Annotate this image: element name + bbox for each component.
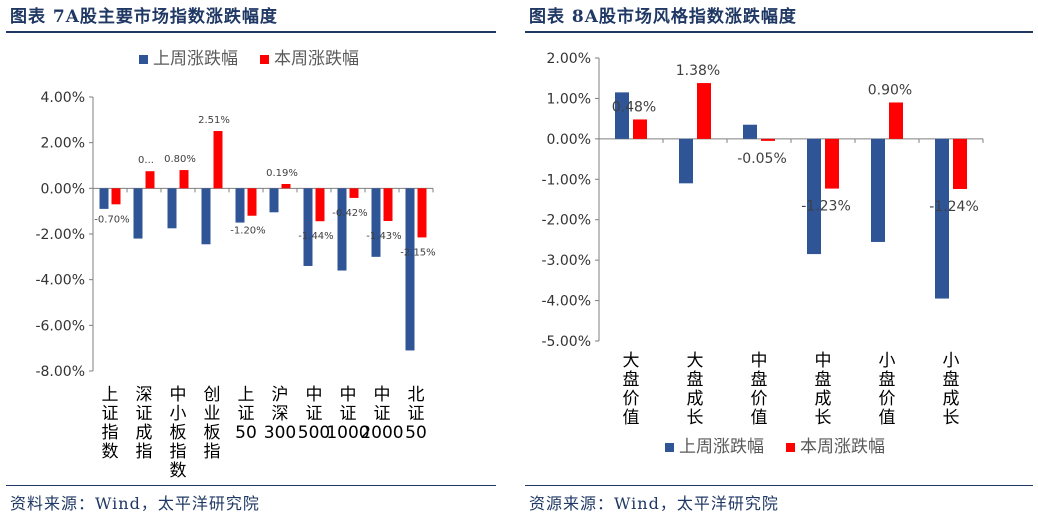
data-label: 1.38% bbox=[676, 63, 720, 79]
bar-last-week bbox=[337, 188, 347, 271]
y-tick-label: -2.00% bbox=[35, 227, 85, 243]
bar-last-week bbox=[871, 138, 885, 242]
bar-this-week bbox=[179, 170, 189, 189]
data-label: -1.23% bbox=[801, 199, 851, 215]
x-category-label: 上证指数 bbox=[102, 385, 119, 462]
legend-label: 本周涨跌幅 bbox=[800, 437, 885, 457]
bar-this-week bbox=[281, 183, 291, 189]
y-tick-label: 2.00% bbox=[547, 51, 591, 67]
figure-panel-7: 图表 7A股主要市场指数涨跌幅度 4.00% 2.00% 0.00% -2.00% -4… bbox=[0, 0, 500, 519]
bar-last-week bbox=[371, 188, 381, 257]
bar-this-week bbox=[761, 138, 775, 141]
legend-label: 上周涨跌幅 bbox=[153, 49, 238, 69]
y-tick-label: 0.00% bbox=[547, 132, 591, 148]
bar-last-week bbox=[807, 138, 821, 255]
figure-title: 图表 8A股市场风格指数涨跌幅度 bbox=[529, 7, 797, 27]
x-category-label: 中证 1000 bbox=[326, 385, 369, 443]
data-label: 0.90% bbox=[868, 82, 912, 98]
bar-last-week bbox=[99, 188, 109, 209]
bar-this-week bbox=[417, 188, 427, 238]
data-label: -1.43% bbox=[366, 231, 401, 242]
source-note: 资料来源：Wind，太平洋研究院 bbox=[10, 494, 260, 513]
x-category-label: 创业板指 bbox=[204, 385, 221, 462]
bar-this-week bbox=[247, 188, 257, 216]
chart-style-indices: 2.00% 1.00% 0.00% -1.00% -2.00% -3.00% -4.00% -… bbox=[541, 51, 984, 457]
y-tick-label: -1.00% bbox=[541, 172, 591, 188]
data-label: 0... bbox=[138, 155, 154, 166]
bar-this-week bbox=[383, 188, 393, 221]
y-tick-label: -8.00% bbox=[35, 364, 85, 380]
source-note: 资源来源：Wind，太平洋研究院 bbox=[529, 494, 779, 513]
x-category-label: 中小板指数 bbox=[170, 385, 187, 481]
bar-last-week bbox=[269, 188, 279, 213]
source-rule bbox=[6, 485, 496, 486]
source-rule bbox=[525, 485, 1033, 486]
bar-last-week bbox=[133, 188, 143, 239]
data-label: -1.20% bbox=[230, 226, 265, 237]
title-rule bbox=[525, 31, 1033, 33]
legend-swatch bbox=[786, 443, 795, 452]
x-category-label: 大盘价值 bbox=[623, 351, 640, 428]
data-label: -1.44% bbox=[298, 231, 333, 242]
bar-last-week bbox=[935, 138, 949, 299]
y-tick-label: -5.00% bbox=[541, 334, 591, 350]
bar-last-week bbox=[405, 188, 415, 351]
chart-market-indices: 4.00% 2.00% 0.00% -2.00% -4.00% -6.00% -8.00% -… bbox=[35, 49, 435, 481]
bar-this-week bbox=[953, 138, 967, 189]
x-category-label: 大盘成长 bbox=[687, 351, 704, 428]
data-label: -1.24% bbox=[929, 199, 979, 215]
x-category-label: 中盘成长 bbox=[815, 351, 832, 428]
bar-this-week bbox=[145, 171, 155, 189]
bar-last-week bbox=[679, 138, 693, 184]
bar-this-week bbox=[111, 188, 121, 205]
legend-swatch bbox=[260, 55, 269, 64]
title-rule bbox=[6, 31, 496, 33]
bar-last-week bbox=[615, 92, 629, 139]
data-label: -0.05% bbox=[737, 151, 787, 167]
figure-panel-8: 图表 8A股市场风格指数涨跌幅度 2.00% 1.00% 0.00% -1.00% -2… bbox=[519, 0, 1038, 519]
bar-this-week bbox=[697, 83, 711, 139]
legend-swatch bbox=[139, 55, 148, 64]
x-category-label: 中证 500 bbox=[298, 385, 330, 443]
x-category-label: 小盘成长 bbox=[943, 351, 960, 428]
x-category-label: 中盘价值 bbox=[751, 351, 768, 428]
bar-this-week bbox=[213, 131, 223, 189]
bar-last-week bbox=[303, 188, 313, 266]
y-tick-label: -6.00% bbox=[35, 318, 85, 334]
data-label: 2.51% bbox=[198, 115, 230, 126]
y-tick-label: -4.00% bbox=[35, 273, 85, 289]
bar-this-week bbox=[633, 119, 647, 139]
x-category-label: 中证 2000 bbox=[360, 385, 403, 443]
data-label: 0.19% bbox=[266, 168, 298, 179]
x-category-label: 上证 50 bbox=[235, 385, 257, 443]
data-label: -2.15% bbox=[400, 247, 435, 258]
bar-last-week bbox=[201, 188, 211, 245]
bar-this-week bbox=[315, 188, 325, 222]
y-tick-label: 2.00% bbox=[41, 136, 85, 152]
legend-label: 本周涨跌幅 bbox=[274, 49, 359, 69]
figure-title: 图表 7A股主要市场指数涨跌幅度 bbox=[10, 7, 278, 27]
data-label: 0.80% bbox=[164, 154, 196, 165]
x-category-label: 小盘价值 bbox=[879, 351, 896, 428]
data-label: 0.48% bbox=[612, 99, 656, 115]
x-category-label: 沪深 300 bbox=[264, 385, 296, 443]
bar-last-week bbox=[743, 124, 757, 139]
y-tick-label: 0.00% bbox=[41, 181, 85, 197]
data-label: -0.42% bbox=[332, 208, 367, 219]
legend-swatch bbox=[665, 443, 674, 452]
bar-last-week bbox=[167, 188, 177, 229]
data-label: -0.70% bbox=[94, 214, 129, 225]
bar-this-week bbox=[889, 102, 903, 139]
legend-label: 上周涨跌幅 bbox=[679, 437, 764, 457]
bar-this-week bbox=[349, 188, 359, 198]
bar-last-week bbox=[235, 188, 245, 223]
x-category-label: 北证 50 bbox=[405, 385, 427, 443]
x-category-label: 深证成指 bbox=[136, 385, 153, 462]
y-tick-label: 1.00% bbox=[547, 91, 591, 107]
y-tick-label: -4.00% bbox=[541, 294, 591, 310]
y-tick-label: 4.00% bbox=[41, 90, 85, 106]
bar-this-week bbox=[825, 138, 839, 189]
y-tick-label: -3.00% bbox=[541, 253, 591, 269]
y-tick-label: -2.00% bbox=[541, 213, 591, 229]
